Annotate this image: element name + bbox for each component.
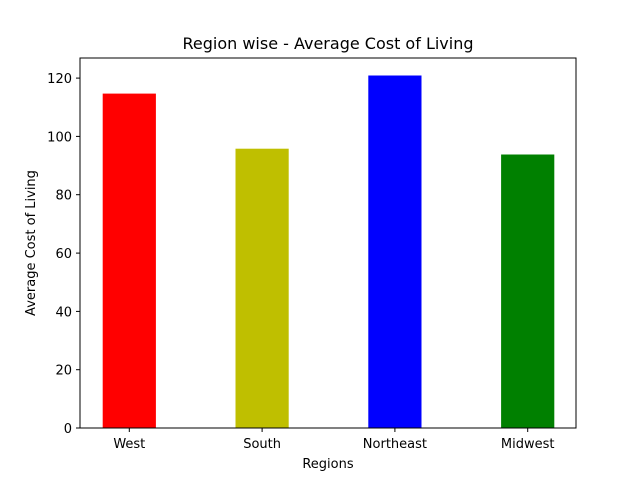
bar-south (235, 148, 289, 428)
x-tick-label-northeast: Northeast (363, 437, 427, 452)
y-tick-label-0: 0 (64, 422, 72, 437)
y-axis-title: Average Cost of Living (24, 170, 39, 316)
y-tick-label-60: 60 (55, 247, 72, 262)
x-axis-ticks: West South Northeast Midwest (113, 428, 554, 452)
y-tick-label-100: 100 (47, 130, 72, 145)
x-axis-title: Regions (302, 457, 354, 472)
bars-layer (102, 75, 555, 428)
chart-title: Region wise - Average Cost of Living (182, 34, 473, 53)
y-axis-ticks: 0 20 40 60 80 100 120 (47, 72, 80, 437)
y-tick-label-20: 20 (55, 364, 72, 379)
y-tick-label-80: 80 (55, 189, 72, 204)
y-tick-label-40: 40 (55, 305, 72, 320)
bar-west (102, 93, 156, 428)
plot-frame (79, 57, 577, 429)
x-tick-label-south: South (243, 437, 281, 452)
x-tick-label-west: West (113, 437, 145, 452)
y-tick-label-120: 120 (47, 72, 72, 87)
bar-midwest (501, 154, 555, 428)
x-tick-label-midwest: Midwest (501, 437, 555, 452)
bar-northeast (368, 75, 422, 428)
